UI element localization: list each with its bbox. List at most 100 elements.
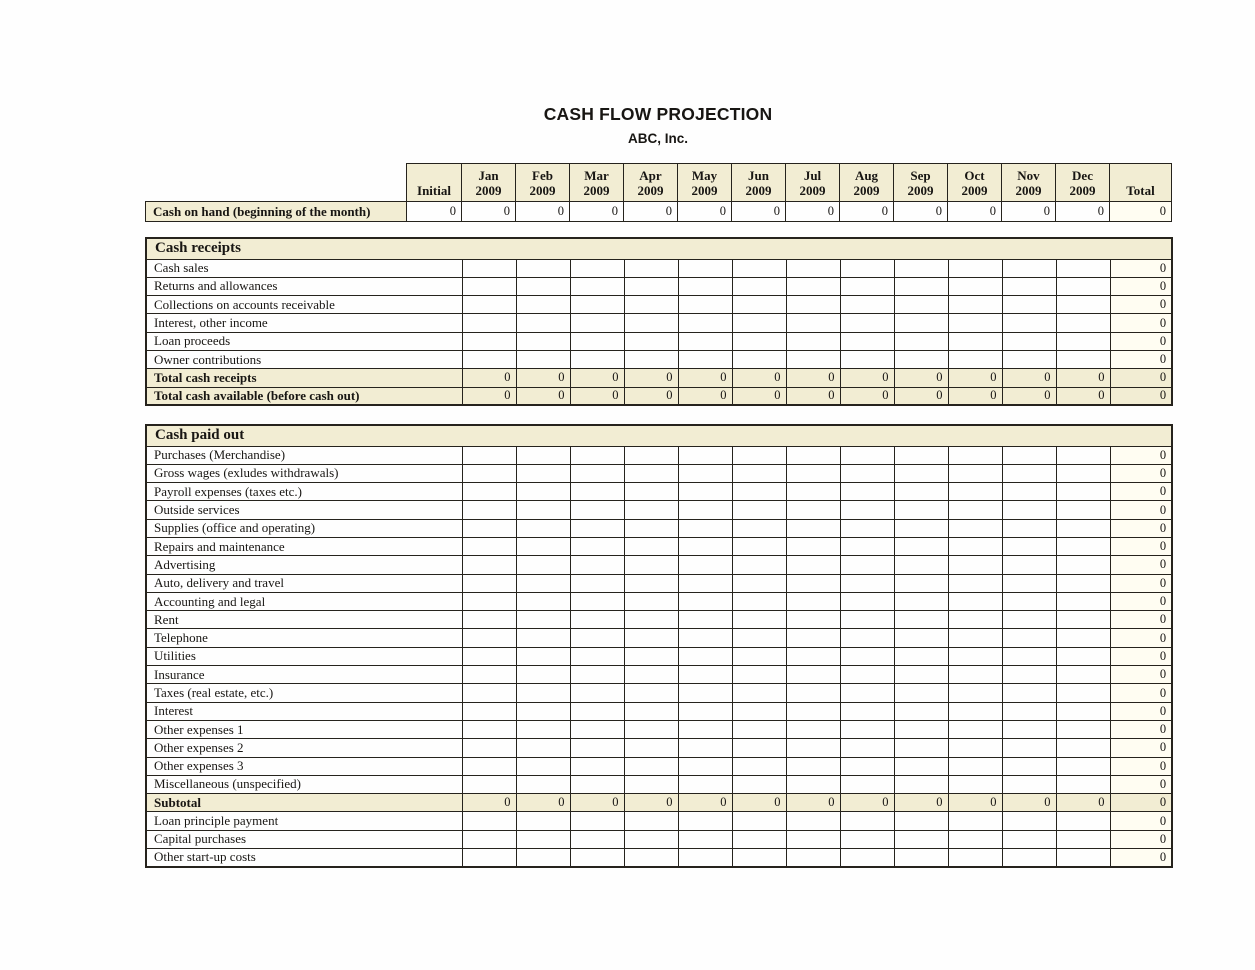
month-value-cell bbox=[623, 331, 679, 351]
month-value-cell bbox=[947, 518, 1003, 538]
month-value-cell: 0 bbox=[839, 386, 895, 406]
month-value-cell: 0 bbox=[1001, 386, 1057, 406]
month-value-cell bbox=[947, 701, 1003, 721]
row-label: Loan proceeds bbox=[145, 331, 463, 351]
month-value-cell bbox=[677, 555, 733, 575]
month-value-cell bbox=[515, 738, 571, 758]
month-value-cell bbox=[461, 665, 517, 685]
row-label: Repairs and maintenance bbox=[145, 536, 463, 557]
month-value-cell bbox=[1001, 331, 1057, 351]
month-value-cell bbox=[515, 610, 571, 630]
month-value-cell bbox=[677, 610, 733, 630]
month-value-cell bbox=[623, 276, 679, 297]
month-value-cell bbox=[461, 774, 517, 795]
month-value-cell: 0 bbox=[461, 368, 517, 388]
month-value-cell bbox=[947, 628, 1003, 648]
month-value-cell bbox=[677, 573, 733, 593]
month-value-cell bbox=[1001, 646, 1057, 667]
table-row: Capital purchases 0 bbox=[145, 829, 1173, 850]
month-value-cell bbox=[1001, 518, 1057, 538]
column-header-initial: Initial bbox=[406, 163, 462, 202]
month-value-cell bbox=[893, 463, 949, 484]
month-value-cell bbox=[839, 445, 895, 465]
month-value-cell bbox=[785, 518, 841, 538]
column-header-month: Jul 2009 bbox=[785, 163, 840, 202]
month-value-cell bbox=[1055, 536, 1111, 557]
month-value-cell bbox=[515, 848, 571, 868]
month-value-cell bbox=[569, 445, 625, 465]
month-value-cell: 0 bbox=[785, 386, 841, 406]
table-row: Loan principle payment 0 bbox=[145, 811, 1173, 831]
month-value-cell: 0 bbox=[515, 368, 571, 388]
month-value-cell bbox=[893, 719, 949, 740]
month-value-cell bbox=[623, 628, 679, 648]
month-value-cell: 0 bbox=[1001, 201, 1056, 222]
month-value-cell bbox=[1001, 719, 1057, 740]
month-value-cell bbox=[461, 331, 517, 351]
total-value-cell: 0 bbox=[1109, 295, 1173, 315]
month-value-cell bbox=[569, 774, 625, 795]
month-value-cell bbox=[839, 738, 895, 758]
month-value-cell bbox=[515, 719, 571, 740]
month-value-cell: 0 bbox=[785, 368, 841, 388]
month-value-cell bbox=[947, 536, 1003, 557]
total-value-cell: 0 bbox=[1109, 258, 1173, 278]
row-label: Taxes (real estate, etc.) bbox=[145, 683, 463, 703]
total-value-cell: 0 bbox=[1109, 349, 1173, 370]
month-value-cell: 0 bbox=[947, 386, 1003, 406]
month-value-cell bbox=[893, 683, 949, 703]
total-value-cell: 0 bbox=[1109, 386, 1173, 406]
month-value-cell bbox=[893, 610, 949, 630]
month-value-cell bbox=[839, 756, 895, 776]
month-value-cell: 0 bbox=[731, 201, 786, 222]
month-value-cell: 0 bbox=[677, 201, 732, 222]
month-value-cell bbox=[569, 518, 625, 538]
month-value-cell bbox=[677, 349, 733, 370]
month-value-cell bbox=[839, 463, 895, 484]
total-value-cell: 0 bbox=[1109, 811, 1173, 831]
month-value-cell bbox=[947, 665, 1003, 685]
month-value-cell: 0 bbox=[623, 793, 679, 813]
column-header-month: Oct 2009 bbox=[947, 163, 1002, 202]
month-value-cell bbox=[1001, 463, 1057, 484]
month-value-cell bbox=[839, 276, 895, 297]
month-value-cell bbox=[1001, 738, 1057, 758]
month-value-cell bbox=[731, 500, 787, 520]
month-value-cell bbox=[1001, 349, 1057, 370]
table-row: Purchases (Merchandise) 0 bbox=[145, 445, 1173, 465]
month-value-cell bbox=[947, 295, 1003, 315]
month-value-cell: 0 bbox=[785, 793, 841, 813]
month-value-cell bbox=[893, 756, 949, 776]
month-value-cell bbox=[515, 518, 571, 538]
month-value-cell bbox=[1055, 756, 1111, 776]
month-value-cell: 0 bbox=[623, 386, 679, 406]
column-header-month: Sep 2009 bbox=[893, 163, 948, 202]
month-value-cell bbox=[677, 646, 733, 667]
month-value-cell bbox=[839, 349, 895, 370]
month-value-cell bbox=[1001, 500, 1057, 520]
row-label-cash-on-hand: Cash on hand (beginning of the month) bbox=[145, 201, 407, 222]
month-value-cell bbox=[1055, 276, 1111, 297]
month-value-cell bbox=[839, 258, 895, 278]
month-value-cell bbox=[677, 445, 733, 465]
month-value-cell bbox=[569, 811, 625, 831]
month-value-cell: 0 bbox=[731, 386, 787, 406]
table-row: Supplies (office and operating) 0 bbox=[145, 518, 1173, 538]
column-header-month: Nov 2009 bbox=[1001, 163, 1056, 202]
month-value-cell bbox=[947, 774, 1003, 795]
month-value-cell bbox=[1055, 701, 1111, 721]
month-value-cell bbox=[677, 591, 733, 612]
row-label: Collections on accounts receivable bbox=[145, 295, 463, 315]
total-value-cell: 0 bbox=[1109, 573, 1173, 593]
month-value-cell bbox=[1001, 628, 1057, 648]
month-value-cell bbox=[731, 628, 787, 648]
month-value-cell bbox=[731, 683, 787, 703]
month-value-cell bbox=[893, 811, 949, 831]
month-value-cell bbox=[947, 848, 1003, 868]
month-value-cell bbox=[893, 258, 949, 278]
table-row: Loan proceeds 0 bbox=[145, 331, 1173, 351]
cash-paid-out-table: Cash paid out Purchases (Merchandise) 0 Gro… bbox=[145, 424, 1174, 868]
month-value-cell bbox=[677, 536, 733, 557]
month-value-cell bbox=[839, 591, 895, 612]
month-value-cell bbox=[947, 555, 1003, 575]
